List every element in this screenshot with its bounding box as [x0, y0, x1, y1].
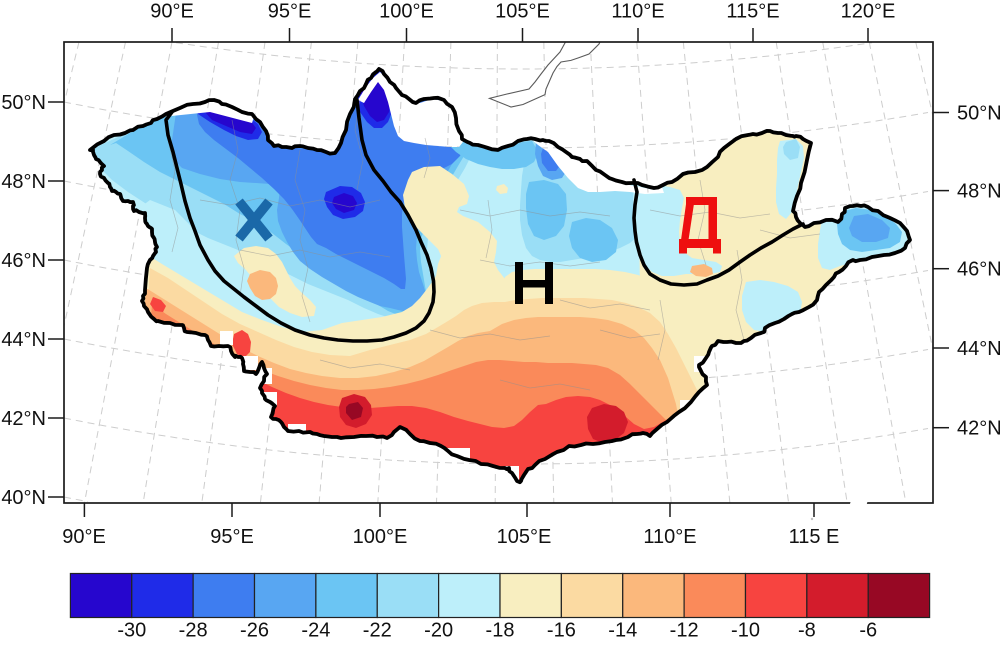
svg-text:-18: -18 [486, 620, 515, 642]
svg-text:100°E: 100°E [379, 1, 434, 23]
svg-text:95°E: 95°E [268, 1, 312, 23]
svg-text:42°N: 42°N [957, 418, 1000, 440]
svg-text:100°E: 100°E [353, 526, 408, 548]
svg-text:115 E: 115 E [789, 526, 840, 548]
svg-text:90°E: 90°E [150, 1, 194, 23]
svg-text:105°E: 105°E [495, 1, 550, 23]
svg-text:44°N: 44°N [957, 338, 1000, 360]
svg-text:-12: -12 [670, 620, 699, 642]
svg-text:-28: -28 [179, 620, 208, 642]
svg-text:115°E: 115°E [726, 1, 779, 23]
svg-text:40°N: 40°N [1, 487, 46, 509]
svg-text:105°E: 105°E [497, 526, 552, 548]
svg-text:48°N: 48°N [1, 171, 46, 193]
svg-text:90°E: 90°E [62, 526, 106, 548]
svg-text:-16: -16 [547, 620, 576, 642]
svg-text:-26: -26 [240, 620, 269, 642]
svg-text:110°E: 110°E [643, 526, 696, 548]
svg-text:48°N: 48°N [957, 180, 1000, 202]
svg-text:110°E: 110°E [611, 1, 664, 23]
svg-text:-22: -22 [363, 620, 392, 642]
svg-text:44°N: 44°N [1, 329, 46, 351]
svg-text:-20: -20 [424, 620, 453, 642]
svg-text:120°E: 120°E [841, 1, 896, 23]
svg-text:-8: -8 [798, 620, 816, 642]
svg-text:-10: -10 [731, 620, 760, 642]
svg-text:42°N: 42°N [1, 408, 46, 430]
svg-text:-30: -30 [117, 620, 146, 642]
svg-text:46°N: 46°N [1, 250, 46, 272]
svg-text:95°E: 95°E [210, 526, 254, 548]
svg-text:-6: -6 [859, 620, 877, 642]
svg-text:-14: -14 [608, 620, 637, 642]
svg-text:46°N: 46°N [957, 259, 1000, 281]
svg-text:50°N: 50°N [1, 92, 46, 114]
svg-text:-24: -24 [301, 620, 330, 642]
svg-text:50°N: 50°N [957, 102, 1000, 124]
